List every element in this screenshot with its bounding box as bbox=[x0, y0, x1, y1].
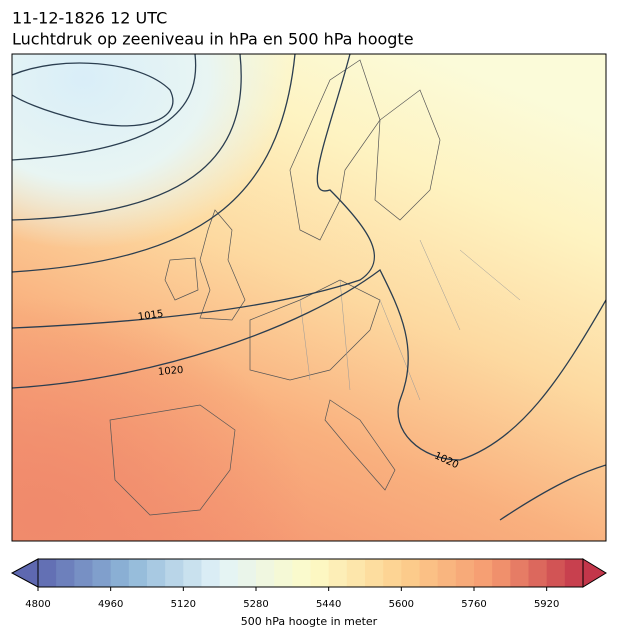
colorbar-segment bbox=[437, 559, 457, 587]
colorbar-extend-low bbox=[10, 558, 39, 588]
colorbar-segment bbox=[310, 559, 330, 587]
colorbar-segment bbox=[492, 559, 511, 587]
colorbar-segment bbox=[128, 559, 148, 587]
colorbar-segment bbox=[474, 559, 493, 587]
colorbar-tick-label: 5760 bbox=[461, 599, 486, 610]
colorbar-tick-label: 5600 bbox=[389, 599, 414, 610]
colorbar-segment bbox=[201, 559, 221, 587]
colorbar-segment bbox=[564, 559, 584, 587]
colorbar-segment bbox=[165, 559, 184, 587]
colorbar-tick-label: 5120 bbox=[171, 599, 196, 610]
colorbar-label: 500 hPa hoogte in meter bbox=[241, 615, 378, 628]
colorbar-tick-label: 5280 bbox=[243, 599, 268, 610]
colorbar-frame bbox=[37, 558, 584, 588]
colorbar-segment bbox=[383, 559, 402, 587]
colorbar-segment bbox=[74, 559, 93, 587]
colorbar-tick-label: 4960 bbox=[98, 599, 123, 610]
colorbar-segment bbox=[92, 559, 112, 587]
map: 1015 1020 1020 bbox=[12, 54, 606, 541]
colorbar-segment bbox=[328, 559, 348, 587]
colorbar-segment bbox=[401, 559, 420, 587]
colorbar-segment bbox=[274, 559, 293, 587]
colorbar-segment bbox=[510, 559, 529, 587]
colorbar-segment bbox=[292, 559, 311, 587]
colorbar: 4800 4960 5120 5280 5440 5600 5760 5920 bbox=[10, 558, 607, 610]
colorbar-segment bbox=[365, 559, 384, 587]
colorbar-segment bbox=[56, 559, 75, 587]
colorbar-segment bbox=[455, 559, 475, 587]
contour-label: 1015 bbox=[137, 309, 164, 323]
colorbar-tick-label: 5920 bbox=[534, 599, 559, 610]
subtitle: Luchtdruk op zeeniveau in hPa en 500 hPa… bbox=[12, 30, 414, 49]
colorbar-segment bbox=[110, 559, 130, 587]
colorbar-tick-label: 4800 bbox=[25, 599, 50, 610]
colorbar-segment bbox=[147, 559, 166, 587]
contour-label: 1020 bbox=[158, 365, 184, 378]
colorbar-segment bbox=[183, 559, 202, 587]
colorbar-segment bbox=[219, 559, 239, 587]
colorbar-segment bbox=[237, 559, 257, 587]
colorbar-segment bbox=[546, 559, 566, 587]
map-frame bbox=[11, 53, 607, 542]
colorbar-segment bbox=[38, 559, 57, 587]
colorbar-extend-high bbox=[582, 558, 607, 588]
colorbar-segment bbox=[419, 559, 439, 587]
colorbar-segment bbox=[528, 559, 548, 587]
colorbar-segment bbox=[256, 559, 275, 587]
colorbar-segment bbox=[346, 559, 366, 587]
colorbar-tick-label: 5440 bbox=[316, 599, 341, 610]
title: 11-12-1826 12 UTC bbox=[12, 9, 167, 28]
